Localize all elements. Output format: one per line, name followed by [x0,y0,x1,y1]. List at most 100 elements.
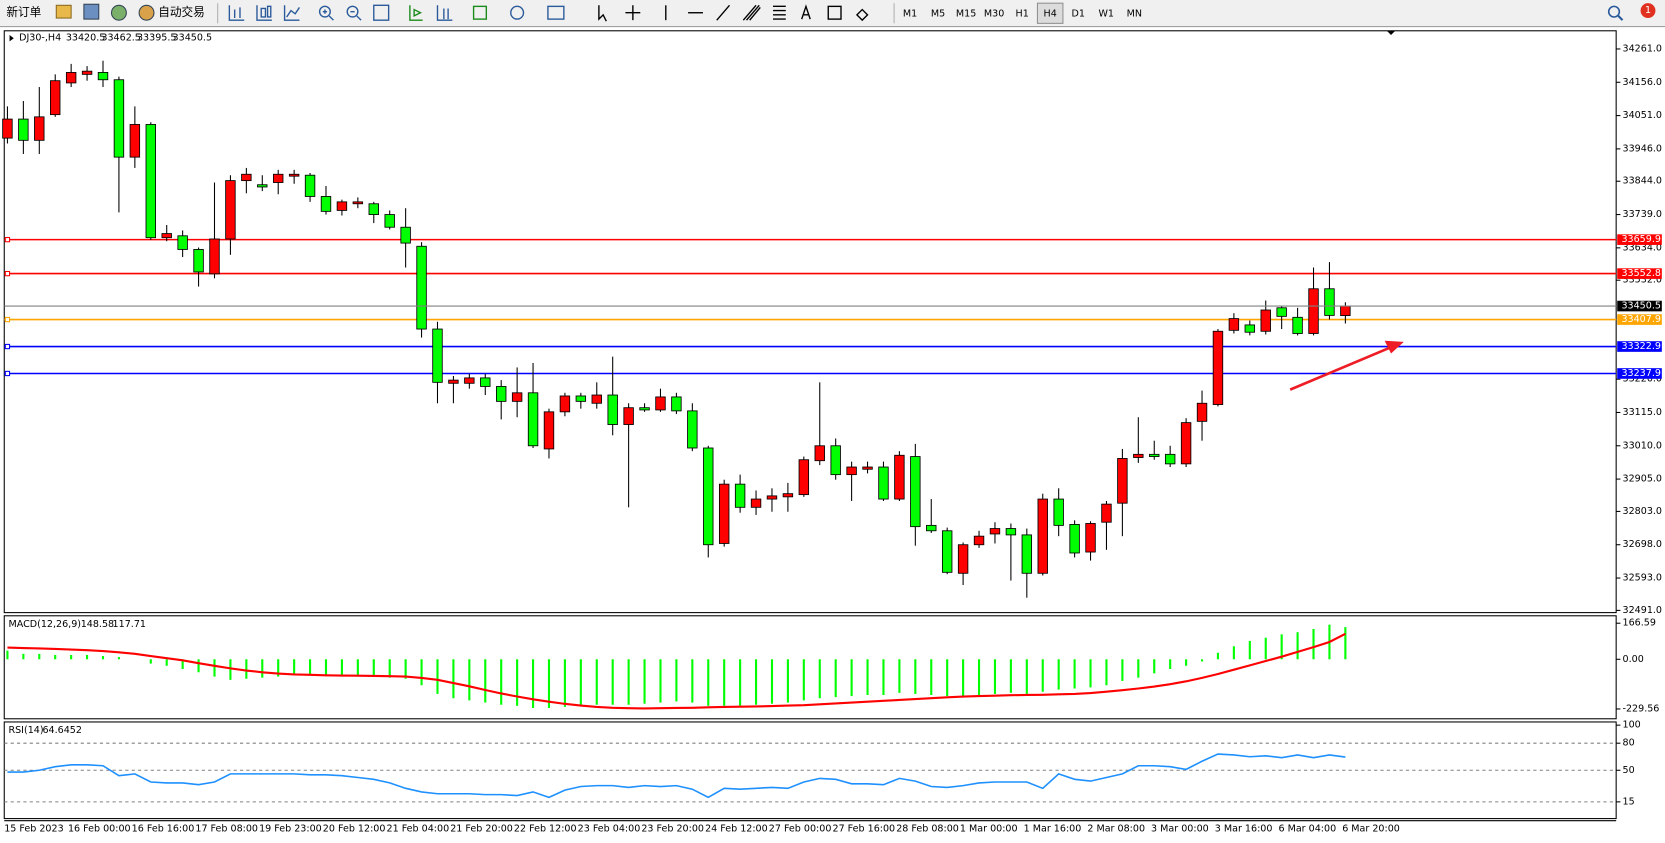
indicator-value: 148.58 [81,619,114,630]
candle-body [400,226,411,244]
level-handle [4,343,11,350]
candle-body [1101,503,1112,523]
candle-body [50,80,61,116]
candle-body [1133,453,1144,458]
candle-body [97,72,109,81]
candle-body [957,544,969,574]
x-tick-label: 23 Feb 20:00 [641,824,704,835]
candle-body [910,456,921,528]
toolbar: 新订单 自动交易 [0,0,1665,28]
ohlc-value: 33395.5 [137,33,176,44]
timeframe-button[interactable]: M1 [903,8,917,19]
candle-body [1053,498,1064,526]
icon[interactable] [547,5,565,20]
icon[interactable] [83,3,100,20]
search-icon[interactable] [1607,5,1621,18]
level-label-box [1617,368,1662,379]
x-tick-label: 6 Mar 20:00 [1342,824,1400,835]
icon[interactable] [256,5,272,21]
icon[interactable] [510,5,525,20]
timeframe-button[interactable]: H4 [1044,8,1057,19]
y-tick-label: 33634.0 [1623,242,1662,253]
notification-badge[interactable] [1640,3,1656,19]
ohlc-value: 33462.5 [101,33,140,44]
auto-trading-icon[interactable] [138,4,155,21]
candle-body [750,498,762,508]
new-order-button[interactable]: 新订单 [6,5,41,19]
icon[interactable] [110,4,127,21]
x-tick-label: 24 Feb 12:00 [705,824,768,835]
level-label-box [1617,341,1662,352]
y-tick-label: 34051.0 [1623,110,1662,121]
x-tick-label: 20 Feb 12:00 [323,824,386,835]
icon[interactable] [472,5,488,20]
shapes-tool[interactable] [855,8,869,22]
candle-body [862,466,873,470]
icon[interactable] [436,5,453,21]
macd-pane [3,615,1617,720]
candle-body [623,407,634,425]
candle-body [1228,318,1240,331]
candle-body [559,395,571,413]
candle-body [607,394,618,425]
crosshair-tool[interactable] [625,5,641,21]
auto-trading-button[interactable]: 自动交易 [158,5,205,19]
x-tick-label: 6 Mar 04:00 [1278,824,1336,835]
candle-body [878,466,889,500]
y-tick-label: 50 [1623,765,1635,776]
y-tick-label: 34156.0 [1623,77,1662,88]
y-tick-label: 32491.0 [1623,605,1662,616]
candle-body [1260,309,1271,332]
y-tick-label: 80 [1623,738,1635,749]
candle-body [830,445,841,476]
candle-body [304,174,316,197]
label-tool[interactable] [827,5,842,20]
icon[interactable] [373,4,390,21]
x-tick-label: 15 Feb 2023 [4,824,63,835]
icon[interactable] [283,5,301,21]
channel-tool[interactable] [742,4,761,21]
icon[interactable] [228,5,245,21]
icon[interactable] [346,5,359,18]
timeframe-button[interactable]: W1 [1098,8,1114,19]
cursor-tool[interactable] [598,5,607,22]
x-tick-label: 17 Feb 08:00 [195,824,258,835]
x-tick-label: 22 Feb 12:00 [514,824,577,835]
x-tick-label: 2 Mar 08:00 [1087,824,1145,835]
timeframe-button[interactable]: H1 [1016,8,1029,19]
timeframe-button[interactable]: M30 [984,8,1004,19]
level-label-box [1617,268,1662,279]
candle-body [543,411,555,450]
y-tick-label: 32803.0 [1623,506,1662,517]
y-tick-label: 32905.0 [1623,474,1662,485]
toolbar-background [0,0,1665,27]
candle-body [1069,524,1080,554]
icon[interactable] [55,4,72,19]
icon[interactable] [318,5,331,18]
candle-body [703,447,714,546]
timeframe-button[interactable]: MN [1127,8,1142,19]
candle-body [257,184,268,188]
text-tool[interactable] [801,4,811,20]
candle-body [34,116,45,141]
arrow-shaft [1289,345,1392,391]
x-tick-label: 21 Feb 04:00 [387,824,450,835]
candle-body [591,394,602,404]
trendline-tool[interactable] [716,4,731,21]
timeframe-button[interactable]: D1 [1071,8,1084,19]
timeframes: M1 M5 M15 M30 H1 H4 D1 W1 MN [903,2,1142,24]
candle-body [177,235,188,250]
y-tick-label: 33532.0 [1623,275,1662,286]
fibo-tool[interactable] [773,5,786,20]
level-label-box [1617,234,1662,245]
timeframe-button[interactable]: M15 [956,8,976,19]
candle-body [671,396,682,412]
candle-body [1196,402,1208,422]
icon[interactable] [409,5,423,21]
arrow-annotation [1289,340,1404,391]
indicator-value: 117.71 [113,619,146,630]
y-tick-label: 32593.0 [1623,573,1662,584]
header-marker [9,35,14,42]
timeframe-button[interactable]: M5 [931,8,945,19]
candle-body [368,203,379,215]
